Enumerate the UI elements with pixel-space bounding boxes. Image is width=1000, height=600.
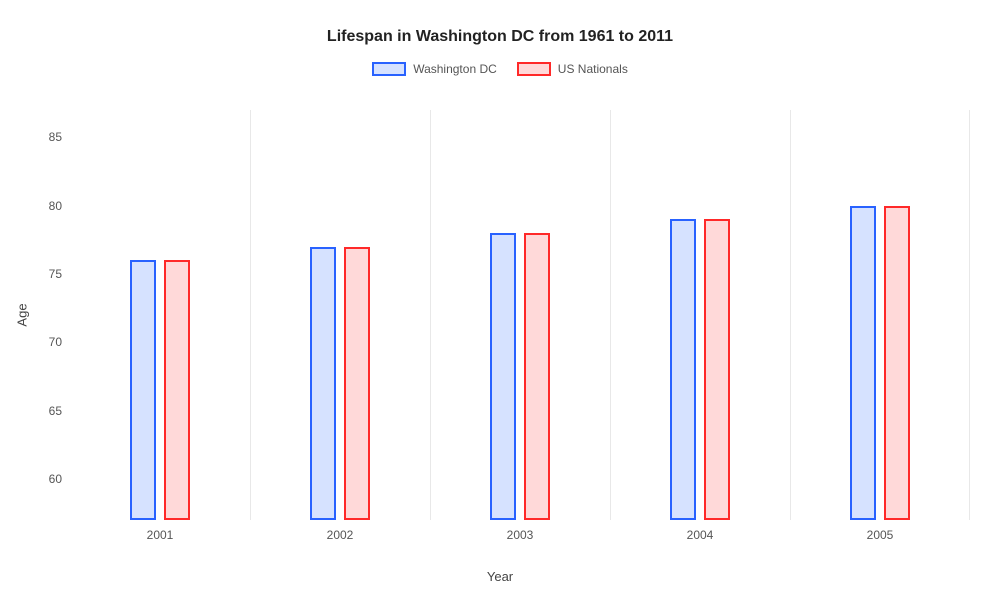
plot-area: 60657075808520012002200320042005 [70,110,970,520]
x-tick-label: 2005 [867,528,894,542]
legend-item[interactable]: US Nationals [517,62,628,76]
legend-label: Washington DC [413,62,497,76]
x-tick-label: 2001 [147,528,174,542]
y-tick-label: 70 [49,335,62,349]
bar[interactable] [524,233,550,520]
bar[interactable] [164,260,190,520]
x-tick-label: 2002 [327,528,354,542]
bar[interactable] [884,206,910,520]
bar[interactable] [490,233,516,520]
y-axis-title: Age [15,303,30,326]
legend-swatch [372,62,406,76]
chart-legend: Washington DC US Nationals [0,62,1000,76]
gridline [430,110,431,520]
y-tick-label: 65 [49,404,62,418]
gridline [250,110,251,520]
bar[interactable] [310,247,336,520]
x-tick-label: 2004 [687,528,714,542]
y-tick-label: 85 [49,130,62,144]
bar[interactable] [344,247,370,520]
legend-label: US Nationals [558,62,628,76]
legend-item[interactable]: Washington DC [372,62,497,76]
legend-swatch [517,62,551,76]
x-axis-title: Year [487,569,513,584]
bar[interactable] [704,219,730,520]
chart-title: Lifespan in Washington DC from 1961 to 2… [0,0,1000,46]
gridline [969,110,970,520]
y-tick-label: 75 [49,267,62,281]
x-tick-label: 2003 [507,528,534,542]
bar[interactable] [670,219,696,520]
gridline [790,110,791,520]
y-tick-label: 80 [49,199,62,213]
gridline [610,110,611,520]
bar[interactable] [130,260,156,520]
bar[interactable] [850,206,876,520]
y-tick-label: 60 [49,472,62,486]
